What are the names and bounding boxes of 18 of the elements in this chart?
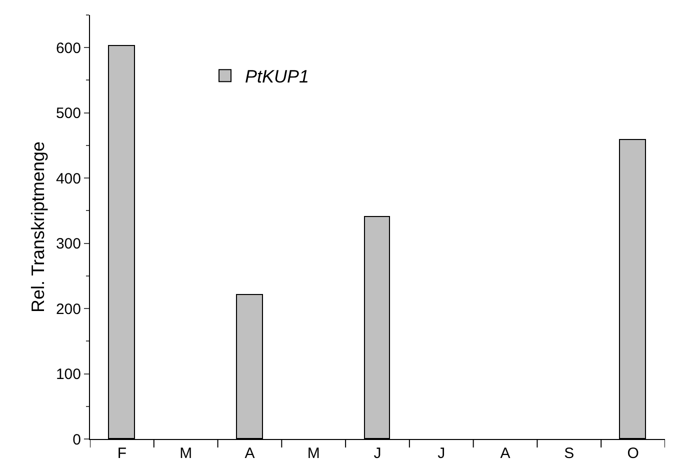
x-tick-label: J <box>438 445 446 462</box>
x-tick-label: F <box>117 445 127 462</box>
y-axis-title: Rel. Transkriptmenge <box>28 141 48 313</box>
y-tick-label: 200 <box>56 300 81 318</box>
y-tick-label: 500 <box>56 105 81 122</box>
y-tick-label: 400 <box>56 170 81 188</box>
y-tick-label: 100 <box>56 366 81 384</box>
y-tick-label: 600 <box>56 40 81 57</box>
legend-label: PtKUP1 <box>245 66 310 87</box>
y-tick-label: 0 <box>72 431 81 448</box>
x-tick-label: M <box>180 445 192 462</box>
x-tick-label: M <box>307 445 320 462</box>
x-tick-label: J <box>374 445 382 462</box>
x-tick-label: A <box>244 445 255 462</box>
x-tick-label: A <box>500 445 510 462</box>
y-tick-label: 300 <box>56 236 81 253</box>
x-tick-label: S <box>564 445 574 462</box>
x-tick-label: O <box>627 445 639 462</box>
